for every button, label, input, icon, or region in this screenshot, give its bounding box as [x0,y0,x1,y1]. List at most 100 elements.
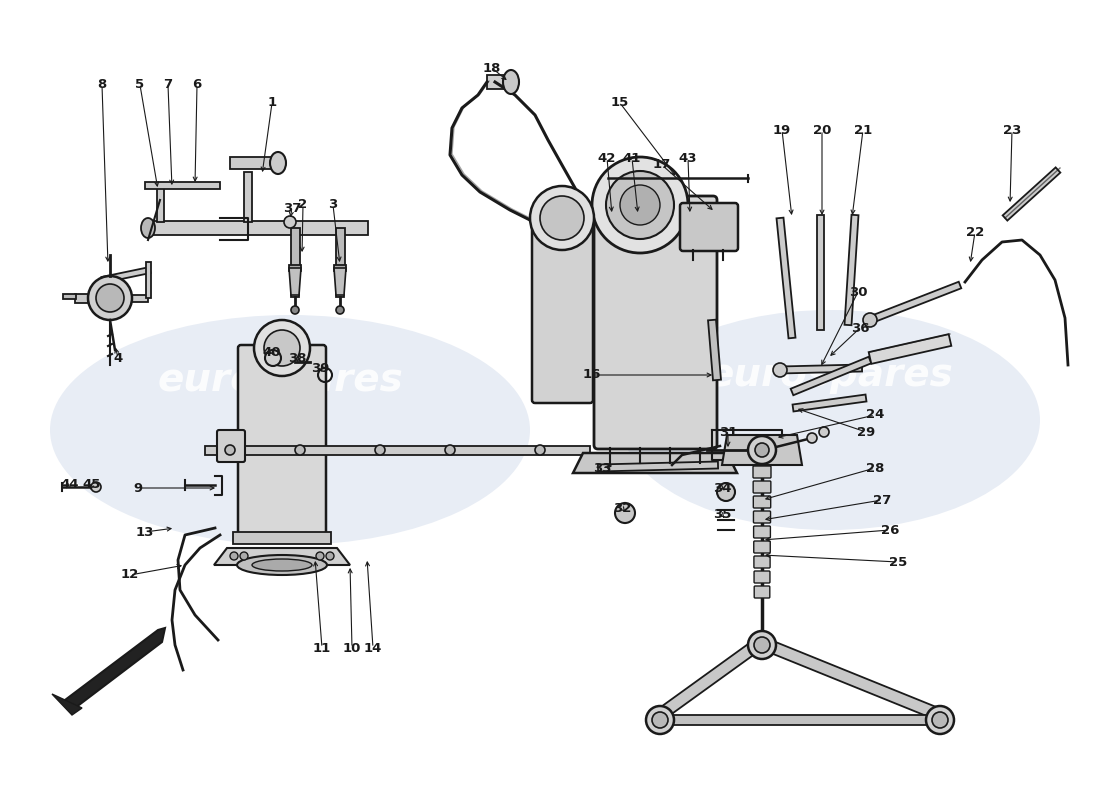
Text: 28: 28 [866,462,884,474]
Text: 26: 26 [881,523,899,537]
FancyBboxPatch shape [755,586,770,598]
Text: 11: 11 [312,642,331,654]
Circle shape [96,284,124,312]
Ellipse shape [252,559,312,571]
Polygon shape [145,262,151,298]
Circle shape [446,445,455,455]
Text: 27: 27 [873,494,891,506]
Polygon shape [334,265,346,271]
Polygon shape [205,446,590,454]
Circle shape [240,552,248,560]
Polygon shape [657,640,760,720]
FancyBboxPatch shape [238,345,326,538]
Text: eurospares: eurospares [707,356,953,394]
Polygon shape [791,357,871,395]
Polygon shape [336,293,344,297]
Circle shape [652,712,668,728]
FancyBboxPatch shape [532,212,593,403]
Text: 31: 31 [718,426,737,438]
Polygon shape [792,394,867,411]
Circle shape [88,276,132,320]
Circle shape [932,712,948,728]
Polygon shape [573,453,737,473]
FancyBboxPatch shape [754,466,771,478]
Text: 29: 29 [857,426,876,438]
Text: 18: 18 [483,62,502,74]
Circle shape [336,306,344,314]
Polygon shape [780,365,862,374]
Text: 1: 1 [267,97,276,110]
Ellipse shape [141,218,155,238]
Text: 19: 19 [773,123,791,137]
Polygon shape [869,334,952,364]
Polygon shape [487,75,510,89]
Polygon shape [75,294,88,302]
FancyBboxPatch shape [754,511,770,523]
Circle shape [646,706,674,734]
Circle shape [375,445,385,455]
Ellipse shape [620,310,1040,530]
Circle shape [292,306,299,314]
Text: 36: 36 [850,322,869,334]
Text: 10: 10 [343,642,361,654]
Text: 8: 8 [98,78,107,91]
Circle shape [230,552,238,560]
Polygon shape [764,639,943,721]
Circle shape [540,196,584,240]
Text: 38: 38 [288,351,306,365]
Polygon shape [214,548,350,565]
Text: 33: 33 [593,462,612,474]
Circle shape [748,631,775,659]
Text: 35: 35 [713,509,732,522]
Text: 44: 44 [60,478,79,491]
Text: 37: 37 [283,202,301,214]
Text: 32: 32 [613,502,631,514]
Circle shape [620,185,660,225]
Text: 7: 7 [164,78,173,91]
Circle shape [864,313,877,327]
Text: 6: 6 [192,78,201,91]
Circle shape [226,445,235,455]
Ellipse shape [270,152,286,174]
Polygon shape [233,532,331,544]
Polygon shape [132,294,148,302]
Circle shape [295,445,305,455]
Text: 25: 25 [889,555,908,569]
Circle shape [807,433,817,443]
Text: 42: 42 [597,151,616,165]
Text: 16: 16 [583,369,602,382]
Polygon shape [869,282,961,323]
Text: 2: 2 [298,198,308,211]
FancyBboxPatch shape [754,481,771,493]
Polygon shape [598,462,718,471]
Circle shape [592,157,688,253]
FancyBboxPatch shape [755,571,770,583]
Polygon shape [52,694,82,715]
Polygon shape [148,221,368,235]
Circle shape [254,320,310,376]
Polygon shape [289,268,301,295]
Polygon shape [708,320,720,380]
Text: 12: 12 [121,569,139,582]
Polygon shape [722,435,802,465]
Text: 40: 40 [263,346,282,358]
Text: 13: 13 [135,526,154,538]
Circle shape [717,483,735,501]
Ellipse shape [236,555,327,575]
Text: 30: 30 [849,286,867,298]
Text: 21: 21 [854,123,872,137]
Polygon shape [660,715,940,725]
Ellipse shape [503,70,519,94]
Circle shape [606,171,674,239]
Circle shape [265,350,280,366]
Text: 23: 23 [1003,123,1021,137]
Text: 34: 34 [713,482,732,494]
FancyBboxPatch shape [594,196,717,449]
Circle shape [316,552,324,560]
Polygon shape [244,172,252,222]
Text: 4: 4 [113,351,122,365]
Text: 43: 43 [679,151,697,165]
Circle shape [926,706,954,734]
Text: eurospares: eurospares [157,361,403,399]
Text: 20: 20 [813,123,832,137]
